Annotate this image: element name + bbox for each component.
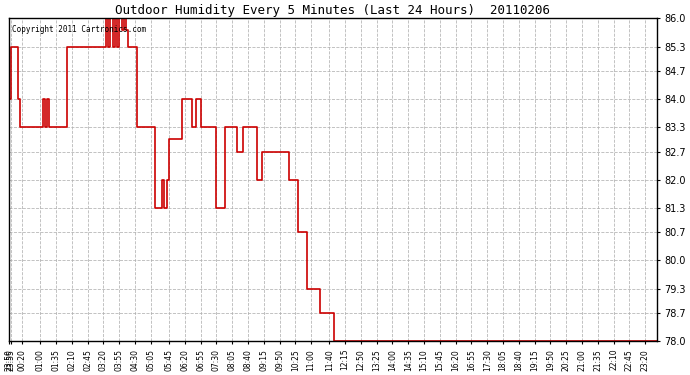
Title: Outdoor Humidity Every 5 Minutes (Last 24 Hours)  20110206: Outdoor Humidity Every 5 Minutes (Last 2… (115, 4, 550, 17)
Text: Copyright 2011 Cartronics.com: Copyright 2011 Cartronics.com (12, 25, 146, 34)
